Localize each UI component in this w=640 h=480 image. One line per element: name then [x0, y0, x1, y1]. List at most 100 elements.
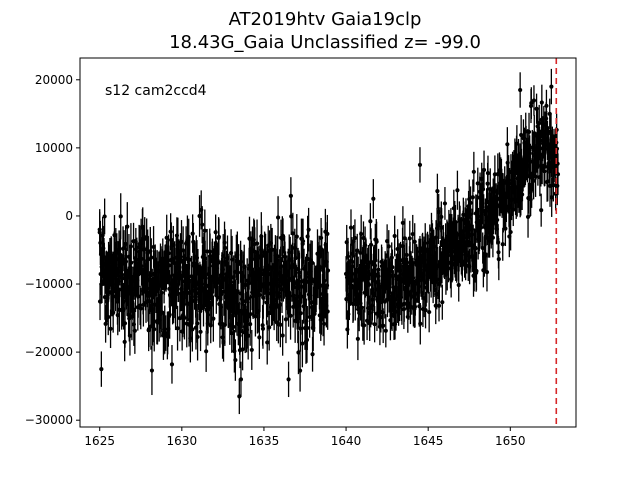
- x-tick-label: 1650: [495, 434, 526, 448]
- data-point: [152, 327, 157, 332]
- data-point: [407, 236, 412, 241]
- data-point: [490, 235, 495, 240]
- data-point: [238, 377, 244, 382]
- data-point: [435, 188, 440, 194]
- data-point: [383, 328, 388, 333]
- data-point: [300, 341, 305, 346]
- data-point: [485, 170, 491, 176]
- data-point: [240, 347, 245, 352]
- x-tick-label: 1630: [167, 434, 198, 448]
- data-point: [455, 188, 460, 193]
- data-point: [123, 259, 129, 264]
- data-point: [202, 228, 207, 233]
- data-point: [129, 260, 134, 265]
- data-point: [362, 323, 367, 328]
- data-point: [288, 313, 293, 318]
- data-point: [390, 265, 395, 270]
- data-point: [203, 256, 208, 261]
- data-point: [555, 183, 560, 188]
- data-point: [108, 326, 113, 331]
- data-point: [389, 255, 394, 260]
- data-point: [260, 326, 266, 331]
- data-point: [325, 231, 330, 236]
- y-tick-label: 10000: [35, 141, 73, 155]
- data-point: [402, 236, 407, 241]
- data-point: [305, 325, 310, 331]
- data-point: [525, 214, 531, 219]
- data-point: [423, 308, 428, 313]
- plot-frame: [79, 57, 577, 428]
- data-point: [319, 235, 324, 241]
- data-point: [283, 317, 289, 322]
- data-point: [280, 333, 285, 338]
- data-point: [470, 195, 475, 200]
- data-point: [200, 222, 205, 227]
- data-point: [427, 309, 432, 315]
- data-point: [235, 270, 241, 275]
- data-point: [187, 257, 192, 262]
- data-point: [267, 325, 272, 330]
- data-point: [456, 282, 461, 288]
- data-point: [481, 167, 487, 173]
- data-point: [478, 225, 484, 230]
- y-tick-label: −20000: [25, 345, 73, 359]
- data-point: [265, 340, 270, 345]
- data-point: [125, 224, 130, 229]
- data-point: [392, 233, 397, 239]
- data-point: [233, 357, 238, 363]
- x-axis: 1625 1630 1635 1640 1645 1650: [84, 427, 526, 448]
- data-point: [350, 259, 355, 265]
- data-point: [518, 87, 523, 93]
- data-point: [132, 328, 137, 333]
- data-point: [300, 239, 306, 244]
- data-point: [400, 220, 405, 225]
- data-point: [376, 267, 381, 272]
- data-point: [310, 260, 315, 265]
- y-tick-label: −10000: [25, 277, 73, 291]
- data-point: [442, 201, 448, 206]
- data-point: [404, 252, 409, 258]
- data-point: [371, 196, 376, 201]
- data-point: [372, 322, 377, 327]
- data-point: [99, 367, 104, 372]
- data-point: [359, 305, 364, 310]
- data-point: [222, 240, 227, 245]
- data-point: [190, 231, 195, 236]
- data-point: [198, 329, 203, 334]
- data-point: [306, 227, 311, 232]
- data-point: [366, 282, 372, 287]
- data-point: [539, 208, 544, 213]
- data-point: [473, 246, 478, 251]
- data-point: [380, 310, 385, 315]
- y-axis: −30000 −20000 −10000 0 10000 20000: [25, 73, 80, 427]
- data-point: [529, 100, 534, 106]
- data-point: [149, 368, 155, 373]
- data-point: [527, 151, 532, 156]
- x-tick-label: 1640: [331, 434, 362, 448]
- data-point: [106, 314, 111, 320]
- data-point: [440, 300, 445, 305]
- data-point: [423, 241, 428, 246]
- data-point: [127, 333, 133, 338]
- data-point: [359, 231, 364, 237]
- data-point: [496, 257, 501, 262]
- data-point: [386, 244, 391, 249]
- y-tick-label: 20000: [35, 73, 73, 87]
- data-point: [537, 121, 542, 126]
- data-point: [275, 254, 280, 259]
- plot-area: [80, 58, 576, 427]
- data-point: [223, 245, 228, 251]
- data-point: [246, 333, 251, 338]
- data-point: [551, 183, 556, 188]
- data-point: [348, 225, 354, 230]
- x-tick-label: 1625: [84, 434, 115, 448]
- x-tick-label: 1645: [413, 434, 444, 448]
- data-point: [257, 335, 262, 340]
- data-point: [418, 321, 423, 326]
- data-point: [190, 327, 195, 332]
- data-point: [169, 362, 175, 367]
- data-point: [278, 322, 283, 327]
- data-point: [374, 239, 379, 244]
- data-point: [175, 326, 180, 331]
